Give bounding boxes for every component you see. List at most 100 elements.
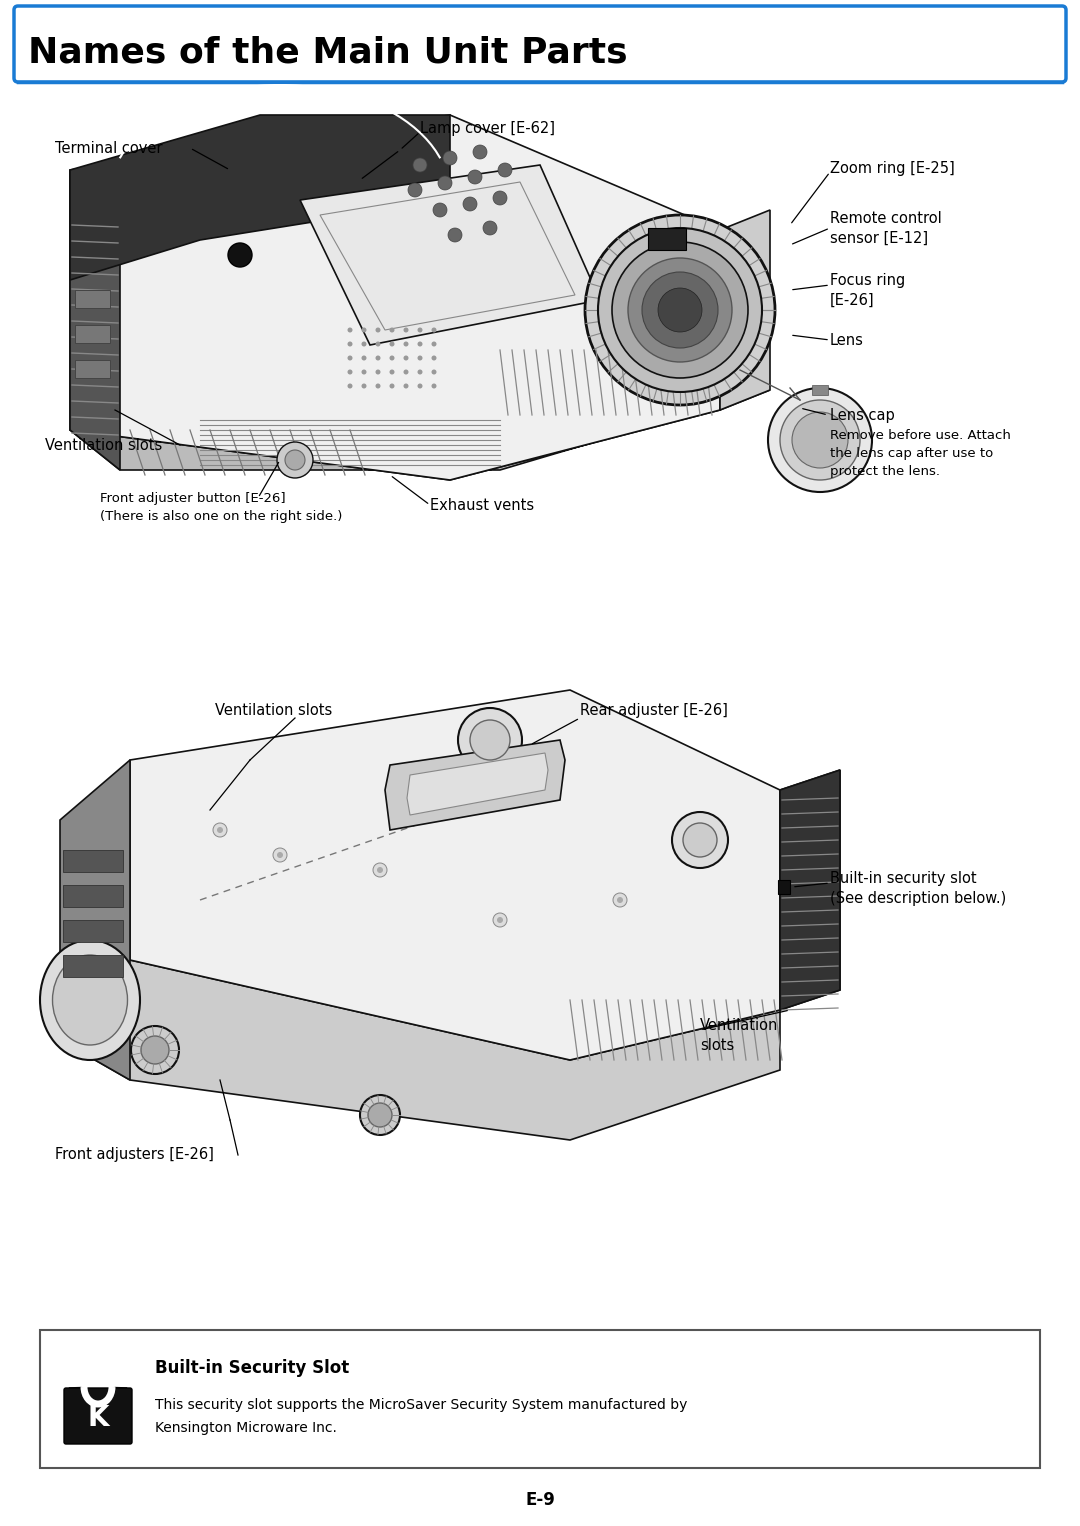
Polygon shape bbox=[130, 690, 780, 1061]
Circle shape bbox=[390, 342, 394, 346]
Text: Kensington Microware Inc.: Kensington Microware Inc. bbox=[156, 1421, 337, 1434]
Circle shape bbox=[368, 1103, 392, 1128]
Bar bbox=[63, 920, 123, 942]
Circle shape bbox=[613, 893, 627, 906]
Bar bbox=[63, 850, 123, 871]
Text: Remove before use. Attach: Remove before use. Attach bbox=[831, 429, 1011, 441]
Circle shape bbox=[377, 867, 383, 873]
FancyBboxPatch shape bbox=[40, 1331, 1040, 1468]
Bar bbox=[75, 290, 110, 308]
Text: Lens: Lens bbox=[831, 333, 864, 348]
Circle shape bbox=[373, 864, 387, 877]
Circle shape bbox=[768, 388, 872, 491]
Circle shape bbox=[131, 1025, 179, 1074]
Circle shape bbox=[362, 342, 366, 346]
Circle shape bbox=[780, 400, 860, 481]
Polygon shape bbox=[70, 391, 770, 481]
Bar bbox=[648, 227, 686, 250]
Circle shape bbox=[642, 272, 718, 348]
Circle shape bbox=[443, 151, 457, 165]
Circle shape bbox=[672, 812, 728, 868]
Circle shape bbox=[492, 191, 507, 204]
Circle shape bbox=[438, 175, 453, 191]
Circle shape bbox=[792, 412, 848, 468]
Polygon shape bbox=[70, 169, 120, 470]
Circle shape bbox=[276, 852, 283, 858]
Circle shape bbox=[360, 1096, 400, 1135]
Circle shape bbox=[463, 197, 477, 211]
Text: the lens cap after use to: the lens cap after use to bbox=[831, 447, 994, 459]
Circle shape bbox=[418, 328, 422, 333]
Ellipse shape bbox=[40, 940, 140, 1061]
Circle shape bbox=[617, 897, 623, 903]
Circle shape bbox=[404, 342, 408, 346]
Text: Remote control: Remote control bbox=[831, 211, 942, 226]
Circle shape bbox=[458, 708, 522, 772]
Polygon shape bbox=[70, 114, 720, 481]
Circle shape bbox=[492, 913, 507, 926]
Polygon shape bbox=[780, 771, 840, 1010]
Polygon shape bbox=[384, 740, 565, 830]
Circle shape bbox=[217, 827, 222, 833]
Text: Built-in security slot: Built-in security slot bbox=[831, 870, 976, 885]
Circle shape bbox=[470, 720, 510, 760]
Bar bbox=[63, 955, 123, 977]
Polygon shape bbox=[300, 165, 600, 345]
Circle shape bbox=[348, 342, 352, 346]
Circle shape bbox=[404, 356, 408, 360]
Circle shape bbox=[348, 369, 352, 374]
Circle shape bbox=[390, 369, 394, 374]
Circle shape bbox=[408, 183, 422, 197]
Polygon shape bbox=[780, 771, 840, 1010]
Text: Zoom ring [E-25]: Zoom ring [E-25] bbox=[831, 160, 955, 175]
Circle shape bbox=[433, 203, 447, 217]
Polygon shape bbox=[70, 114, 450, 279]
Text: protect the lens.: protect the lens. bbox=[831, 464, 940, 478]
Circle shape bbox=[362, 328, 366, 333]
Circle shape bbox=[683, 823, 717, 858]
Bar bbox=[75, 325, 110, 343]
Text: Focus ring: Focus ring bbox=[831, 273, 905, 287]
Circle shape bbox=[413, 159, 427, 172]
Bar bbox=[778, 881, 789, 894]
Circle shape bbox=[390, 356, 394, 360]
Text: Front adjusters [E-26]: Front adjusters [E-26] bbox=[55, 1148, 214, 1163]
Circle shape bbox=[348, 328, 352, 333]
Circle shape bbox=[483, 221, 497, 235]
Text: Front adjuster button [E-26]: Front adjuster button [E-26] bbox=[100, 491, 285, 505]
Circle shape bbox=[376, 328, 380, 333]
Text: E-9: E-9 bbox=[525, 1491, 555, 1509]
Circle shape bbox=[273, 848, 287, 862]
Text: sensor [E-12]: sensor [E-12] bbox=[831, 230, 928, 246]
Text: slots: slots bbox=[700, 1038, 734, 1053]
FancyBboxPatch shape bbox=[14, 6, 1066, 82]
Text: Names of the Main Unit Parts: Names of the Main Unit Parts bbox=[28, 35, 627, 69]
Text: K: K bbox=[87, 1404, 109, 1431]
FancyBboxPatch shape bbox=[64, 1389, 132, 1444]
Text: This security slot supports the MicroSaver Security System manufactured by: This security slot supports the MicroSav… bbox=[156, 1398, 687, 1412]
Circle shape bbox=[432, 342, 436, 346]
Polygon shape bbox=[720, 211, 770, 410]
Text: (See description below.): (See description below.) bbox=[831, 891, 1007, 905]
Text: Lens cap: Lens cap bbox=[831, 407, 894, 423]
Circle shape bbox=[213, 823, 227, 836]
Text: Ventilation slots: Ventilation slots bbox=[45, 438, 162, 453]
Circle shape bbox=[418, 369, 422, 374]
Text: Rear adjuster [E-26]: Rear adjuster [E-26] bbox=[580, 702, 728, 717]
Circle shape bbox=[390, 328, 394, 333]
Circle shape bbox=[362, 369, 366, 374]
Circle shape bbox=[404, 383, 408, 389]
Circle shape bbox=[376, 383, 380, 389]
Text: Lamp cover [E-62]: Lamp cover [E-62] bbox=[420, 121, 555, 136]
Polygon shape bbox=[60, 760, 130, 1080]
Circle shape bbox=[228, 243, 252, 267]
Text: Built-in Security Slot: Built-in Security Slot bbox=[156, 1360, 349, 1376]
Circle shape bbox=[376, 356, 380, 360]
Circle shape bbox=[627, 258, 732, 362]
Circle shape bbox=[390, 383, 394, 389]
Circle shape bbox=[498, 163, 512, 177]
Circle shape bbox=[418, 383, 422, 389]
Circle shape bbox=[612, 243, 748, 378]
Bar bbox=[75, 360, 110, 378]
Circle shape bbox=[285, 450, 305, 470]
